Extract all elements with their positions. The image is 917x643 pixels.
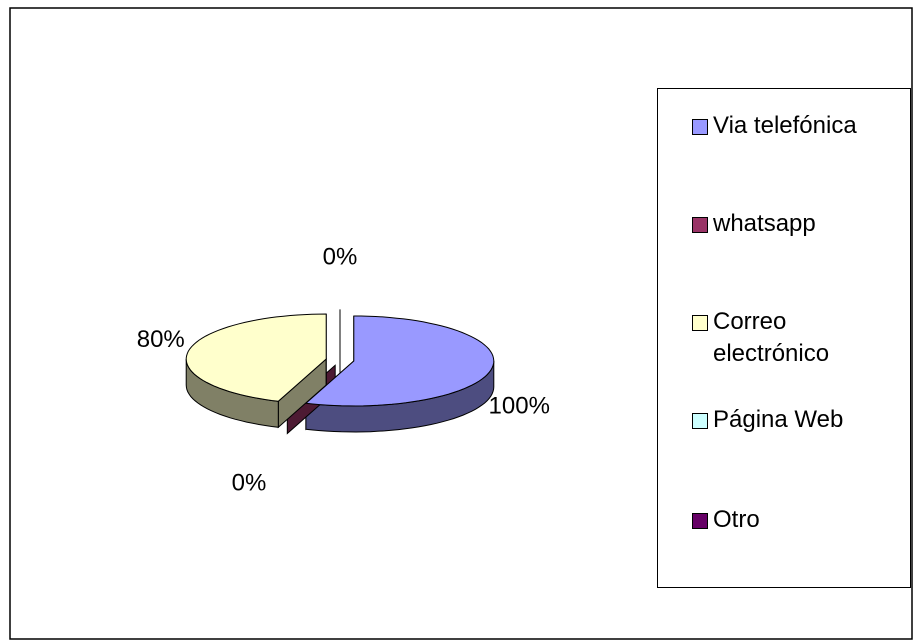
legend-entry: Otro xyxy=(692,506,893,536)
chart-border xyxy=(9,7,913,640)
data-label: 0% xyxy=(323,243,358,270)
legend-entry: Via telefónica xyxy=(692,112,893,142)
legend-swatch xyxy=(692,513,708,529)
slice-top xyxy=(185,313,327,402)
data-label: 0% xyxy=(232,470,267,497)
legend-swatch xyxy=(692,119,708,135)
data-label: 100% xyxy=(489,393,550,420)
slice-top xyxy=(304,315,495,407)
legend-swatch xyxy=(692,217,708,233)
legend-label: Correo electrónico xyxy=(713,308,830,367)
data-label: 80% xyxy=(137,326,185,353)
legend-label: Otro xyxy=(713,506,760,533)
legend-entry: Página Web xyxy=(692,406,893,436)
legend-swatch xyxy=(692,413,708,429)
legend-entry: Correo electrónico xyxy=(692,308,893,370)
legend-label: whatsapp xyxy=(713,210,816,237)
legend-label: Página Web xyxy=(713,406,844,433)
legend: Via telefónica whatsapp Correo electrónico… xyxy=(657,88,911,588)
legend-swatch xyxy=(692,315,708,331)
legend-label: Via telefónica xyxy=(713,112,857,139)
legend-entry: whatsapp xyxy=(692,210,893,240)
